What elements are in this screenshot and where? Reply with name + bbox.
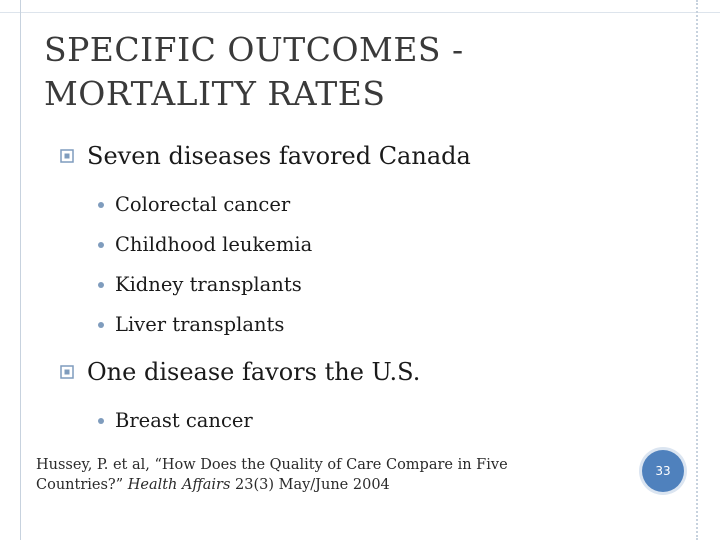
citation-text: Hussey, P. et al, “How Does the Quality … (36, 457, 508, 493)
list-item-label: Liver transplants (115, 313, 285, 336)
hollow-square-bullet-icon (60, 149, 74, 163)
top-rule (0, 12, 720, 13)
list-item: Breast cancer (60, 408, 680, 434)
list-item: Colorectal cancer (60, 192, 680, 218)
dot-bullet-icon (98, 322, 104, 328)
dot-bullet-icon (98, 282, 104, 288)
list-item-label: Colorectal cancer (115, 193, 291, 216)
list-item: Childhood leukemia (60, 232, 680, 258)
title-line-2: MORTALITY RATES (44, 74, 386, 113)
citation-issue: 23(3) May/June 2004 (230, 477, 390, 493)
list-item: Liver transplants (60, 312, 680, 338)
bullet-group-us: One disease favors the U.S. (60, 356, 680, 388)
dot-bullet-icon (98, 242, 104, 248)
page-number: 33 (655, 464, 671, 478)
citation-journal: Health Affairs (127, 477, 231, 493)
group-heading: Seven diseases favored Canada (87, 142, 471, 170)
dot-bullet-icon (98, 202, 104, 208)
list-item: Kidney transplants (60, 272, 680, 298)
left-rule (20, 0, 21, 540)
group-heading: One disease favors the U.S. (87, 358, 421, 386)
right-rule (696, 0, 698, 540)
citation: Hussey, P. et al, “How Does the Quality … (36, 455, 596, 495)
list-item-label: Kidney transplants (115, 273, 302, 296)
bullet-list: Seven diseases favored Canada Colorectal… (60, 140, 680, 434)
list-item-label: Breast cancer (115, 409, 253, 432)
page-number-badge: 33 (642, 450, 684, 492)
slide-title: SPECIFIC OUTCOMES - MORTALITY RATES (44, 28, 684, 116)
dot-bullet-icon (98, 418, 104, 424)
hollow-square-bullet-icon (60, 365, 74, 379)
title-line-1: SPECIFIC OUTCOMES - (44, 30, 464, 69)
bullet-group-canada: Seven diseases favored Canada (60, 140, 680, 172)
list-item-label: Childhood leukemia (115, 233, 313, 256)
